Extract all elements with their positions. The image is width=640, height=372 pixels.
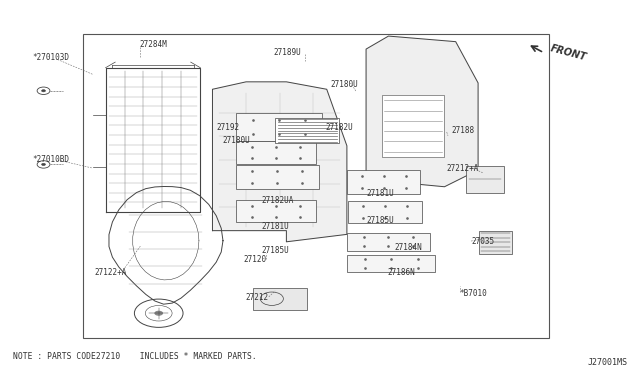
Text: 27181U: 27181U	[366, 189, 394, 198]
Bar	[347, 255, 435, 272]
Circle shape	[154, 311, 163, 316]
Text: *27010BD: *27010BD	[32, 155, 69, 164]
Bar	[83, 34, 549, 338]
Text: 27120: 27120	[243, 255, 266, 264]
Text: 27180U: 27180U	[223, 136, 250, 145]
Text: 27186N: 27186N	[388, 268, 415, 277]
Bar	[236, 141, 316, 164]
Text: 27188: 27188	[452, 126, 475, 135]
Text: 27212: 27212	[246, 293, 269, 302]
Bar	[479, 231, 512, 254]
Bar	[236, 200, 316, 222]
Bar	[347, 170, 420, 194]
Text: 27284M: 27284M	[140, 40, 167, 49]
Polygon shape	[366, 36, 478, 187]
Text: J27001MS: J27001MS	[588, 358, 627, 367]
Text: 27122+A: 27122+A	[95, 268, 127, 277]
Circle shape	[42, 90, 45, 92]
Bar	[466, 166, 504, 193]
Bar	[348, 201, 422, 223]
Text: 27181U: 27181U	[261, 222, 289, 231]
Text: 27185U: 27185U	[261, 246, 289, 255]
Bar	[236, 165, 319, 189]
Text: *270103D: *270103D	[32, 53, 69, 62]
Text: 27192: 27192	[216, 123, 239, 132]
Text: 27212+A: 27212+A	[447, 164, 479, 173]
Text: 27182U: 27182U	[325, 123, 353, 132]
Text: 27184N: 27184N	[394, 243, 422, 251]
Bar	[275, 118, 339, 143]
Text: FRONT: FRONT	[549, 43, 588, 62]
Text: 27035: 27035	[471, 237, 494, 246]
Bar	[347, 233, 430, 251]
Circle shape	[42, 163, 45, 166]
Bar	[236, 113, 322, 141]
Text: 27189U: 27189U	[274, 48, 301, 57]
Text: 27185U: 27185U	[366, 217, 394, 225]
Text: NOTE : PARTS CODE27210    INCLUDES * MARKED PARTS.: NOTE : PARTS CODE27210 INCLUDES * MARKED…	[13, 352, 257, 361]
Bar	[382, 95, 444, 157]
Text: *B7010: *B7010	[460, 289, 487, 298]
Polygon shape	[212, 82, 347, 242]
Text: 27182UA: 27182UA	[261, 196, 294, 205]
Bar	[253, 288, 307, 310]
Text: 27180U: 27180U	[330, 80, 358, 89]
